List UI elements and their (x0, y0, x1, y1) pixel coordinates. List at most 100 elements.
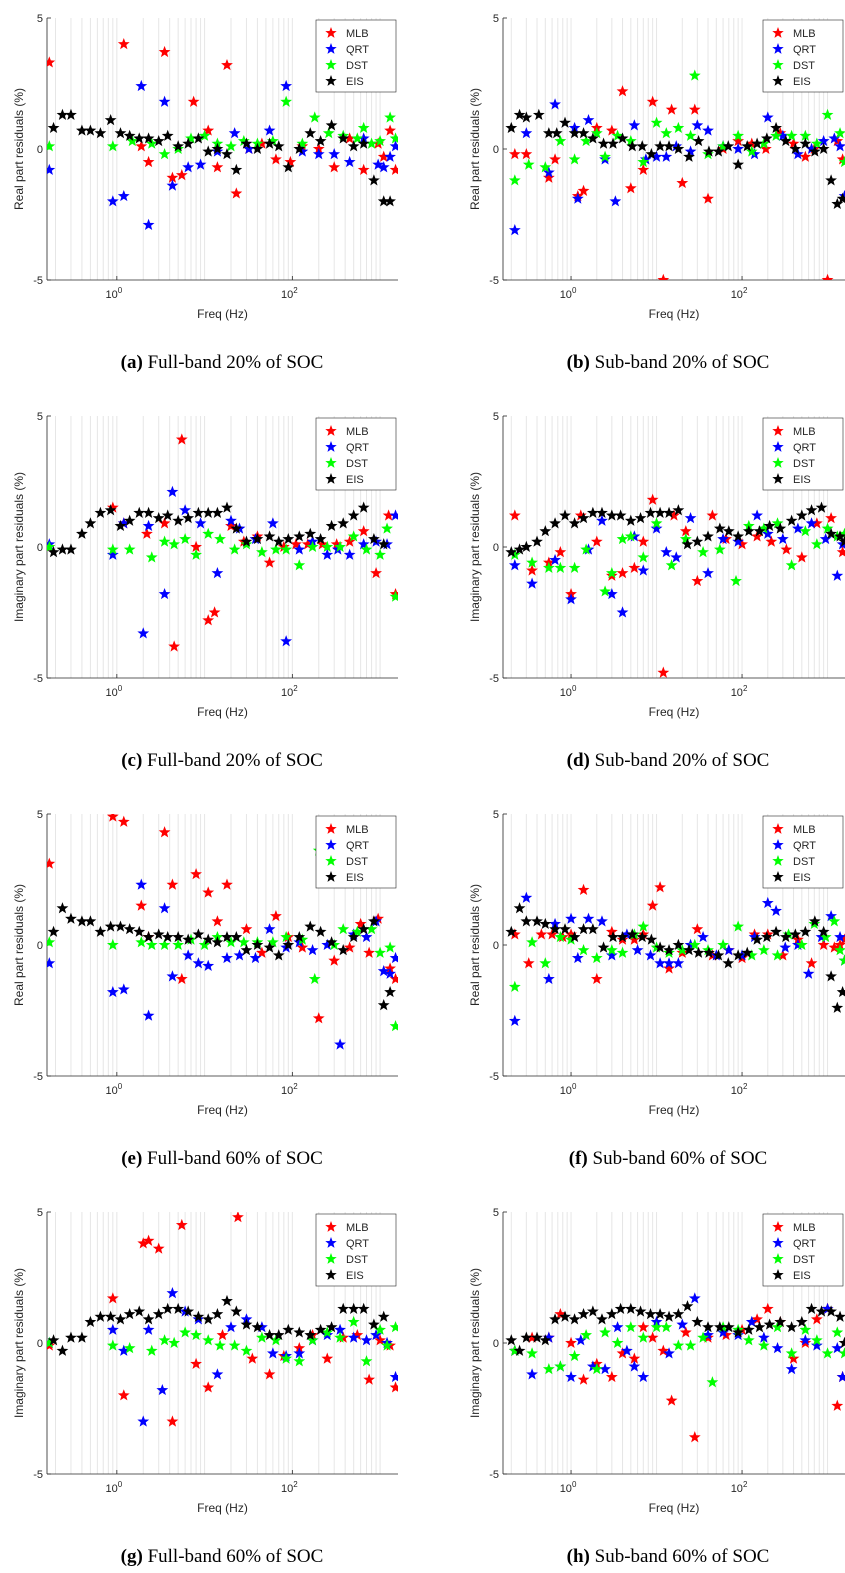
data-point (334, 1323, 346, 1335)
data-point (282, 161, 295, 173)
data-point (549, 153, 561, 165)
legend-marker (325, 871, 337, 882)
legend-label: EIS (793, 1270, 811, 1282)
data-point (539, 161, 552, 173)
data-point (240, 535, 253, 547)
data-point (337, 1302, 350, 1314)
data-point (280, 543, 293, 555)
data-point (161, 930, 174, 943)
data-point (312, 1012, 325, 1024)
data-point (237, 936, 250, 948)
data-point (368, 532, 380, 545)
data-point (117, 815, 130, 827)
legend-marker (325, 855, 337, 866)
data-point (158, 587, 171, 600)
data-point (568, 1313, 581, 1325)
data-point (761, 111, 774, 123)
data-point (542, 972, 555, 985)
data-point (817, 142, 830, 155)
data-point (168, 1336, 181, 1349)
data-point (770, 121, 782, 134)
legend-marker (325, 441, 337, 452)
data-point (732, 920, 745, 932)
data-point (137, 1415, 150, 1427)
data-point (106, 938, 119, 951)
data-point (306, 944, 319, 956)
data-point (636, 140, 649, 152)
data-point (142, 506, 155, 518)
data-point (221, 58, 233, 71)
data-point (834, 944, 845, 956)
data-point (586, 923, 599, 935)
data-point (631, 944, 644, 956)
series-eis (47, 108, 396, 207)
data-point (741, 946, 754, 958)
data-point (526, 1347, 538, 1359)
data-point (330, 538, 343, 550)
data-point (712, 949, 725, 961)
data-point (660, 546, 673, 558)
data-point (663, 1347, 675, 1359)
data-point (508, 928, 521, 940)
data-point (805, 957, 818, 969)
series-eis (505, 902, 845, 1013)
data-point (389, 951, 398, 964)
data-point (722, 1321, 735, 1333)
data-point (799, 525, 812, 537)
data-point (825, 970, 837, 982)
data-point (565, 593, 577, 605)
x-tick-label: 100 (560, 684, 577, 699)
data-point (240, 923, 253, 935)
data-point (365, 137, 378, 149)
data-point (805, 504, 818, 516)
data-point (225, 514, 237, 526)
data-point (713, 543, 726, 555)
plot-area (505, 493, 845, 678)
legend-label: EIS (793, 76, 811, 88)
data-point (836, 985, 845, 998)
data-point (597, 941, 610, 953)
y-tick-label: -5 (33, 1469, 43, 1481)
data-point (691, 923, 704, 935)
data-point (357, 121, 370, 134)
data-point (831, 197, 844, 210)
data-point (368, 1318, 380, 1330)
data-point (304, 527, 317, 539)
series-qrt (508, 98, 845, 236)
data-point (347, 930, 360, 943)
data-point (792, 522, 804, 534)
data-point (742, 525, 755, 537)
plot-area (505, 881, 845, 1026)
legend-label: QRT (793, 840, 816, 852)
data-point (542, 1363, 555, 1375)
data-point (676, 176, 689, 189)
data-point (304, 1328, 317, 1341)
y-axis-label: Real part residuals (%) (12, 88, 26, 210)
data-point (526, 556, 538, 568)
data-point (104, 920, 117, 932)
data-point (508, 980, 521, 992)
data-point (821, 1347, 834, 1359)
data-point (76, 1331, 88, 1343)
data-point (691, 1315, 704, 1328)
data-point (282, 532, 295, 545)
data-point (834, 140, 845, 152)
data-point (47, 540, 56, 553)
data-point (760, 930, 773, 943)
data-point (172, 514, 185, 526)
data-point (644, 949, 657, 961)
series-dst (508, 915, 845, 992)
data-point (47, 1334, 60, 1346)
data-point (539, 1334, 552, 1346)
data-point (137, 1237, 150, 1249)
data-point (161, 509, 174, 521)
data-point (202, 145, 215, 157)
data-point (703, 145, 715, 157)
data-point (825, 1305, 837, 1317)
data-point (580, 543, 592, 555)
data-point (372, 912, 385, 924)
data-point (270, 153, 282, 165)
data-point (263, 530, 276, 542)
data-point (384, 111, 396, 123)
data-point (117, 38, 130, 50)
